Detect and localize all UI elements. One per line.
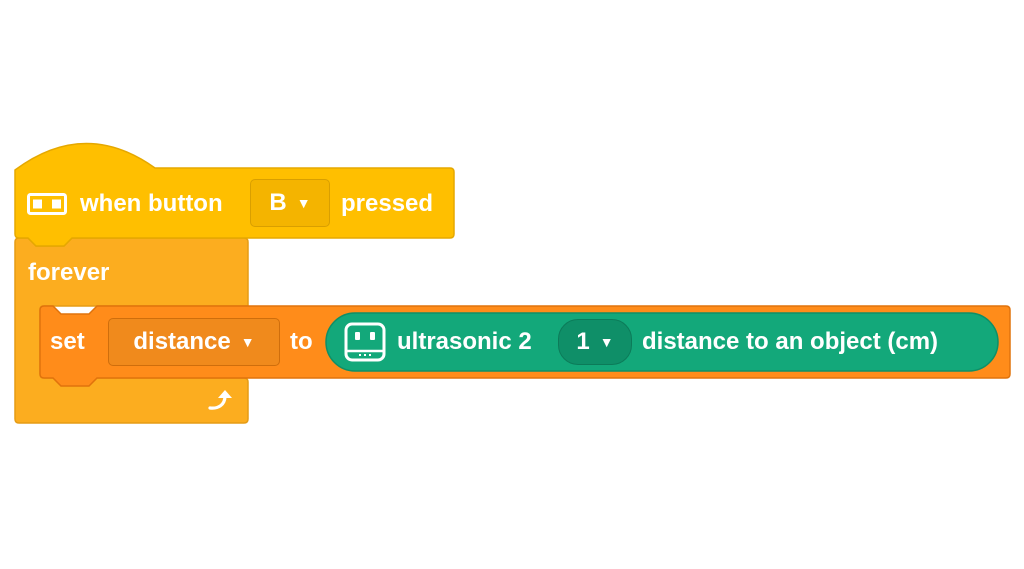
button-select-value: B: [269, 189, 287, 216]
when-button-label: when button: [80, 190, 223, 217]
variable-select-dropdown[interactable]: distance ▼: [108, 318, 280, 366]
ultrasonic-label: ultrasonic 2: [397, 328, 532, 355]
distance-to-object-label: distance to an object (cm): [642, 328, 939, 355]
pressed-label: pressed: [341, 190, 434, 217]
forever-label: forever: [28, 259, 110, 286]
variable-select-value: distance: [133, 328, 231, 355]
ultrasonic-sensor-icon: [344, 322, 386, 362]
button-select-dropdown[interactable]: B ▼: [250, 179, 330, 227]
port-select-dropdown[interactable]: 1 ▼: [558, 319, 632, 365]
loop-arrow-icon: [208, 390, 232, 410]
chevron-down-icon: ▼: [599, 334, 614, 350]
ultrasonic-distance-reporter[interactable]: [325, 312, 999, 372]
port-select-value: 1: [576, 328, 590, 355]
to-label: to: [290, 328, 313, 355]
when-button-pressed-block[interactable]: [14, 142, 455, 247]
chevron-down-icon: ▼: [240, 334, 255, 350]
set-label: set: [50, 328, 85, 355]
chevron-down-icon: ▼: [296, 195, 311, 211]
button-board-icon: [27, 193, 67, 215]
